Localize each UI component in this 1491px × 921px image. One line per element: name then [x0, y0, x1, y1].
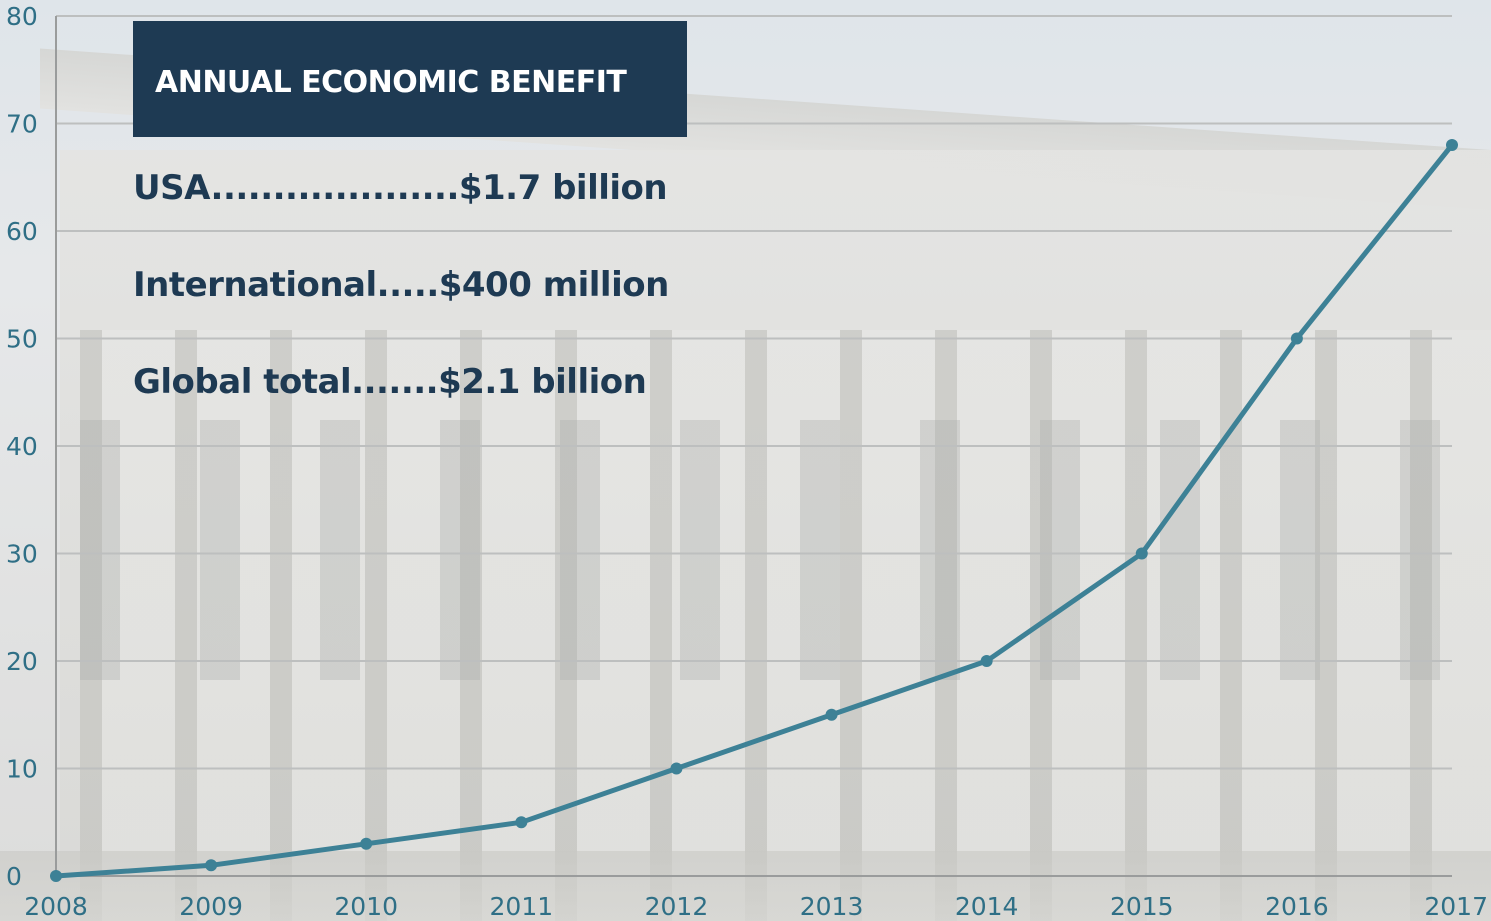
data-point — [1446, 139, 1458, 151]
y-tick-label: 70 — [6, 110, 38, 139]
x-tick-label: 2012 — [645, 892, 709, 921]
data-point — [360, 837, 373, 850]
data-point — [670, 762, 683, 775]
data-point — [205, 859, 218, 872]
benefit-usa: USA....................$1.7 billion — [133, 168, 668, 208]
y-tick-label: 60 — [6, 217, 38, 246]
y-tick-label: 10 — [6, 755, 38, 784]
x-tick-label: 2008 — [24, 892, 88, 921]
x-tick-labels: 2008 2009 2010 2011 2012 2013 2014 2015 2016 2017 — [24, 892, 1488, 921]
background-ground — [0, 851, 1491, 921]
y-tick-label: 40 — [6, 432, 38, 461]
y-tick-label: 80 — [6, 2, 38, 31]
benefit-global-total: Global total.......$2.1 billion — [133, 362, 647, 402]
data-point — [515, 816, 528, 829]
data-point — [1290, 332, 1303, 345]
y-tick-label: 30 — [6, 540, 38, 569]
benefit-international: International.....$400 million — [133, 265, 669, 305]
data-point — [980, 655, 993, 667]
x-tick-label: 2017 — [1424, 892, 1488, 921]
y-tick-labels: 0 10 20 30 40 50 60 70 80 — [6, 2, 38, 891]
x-tick-label: 2014 — [955, 892, 1019, 921]
data-points — [50, 139, 1458, 882]
x-tick-label: 2015 — [1110, 892, 1174, 921]
y-tick-label: 50 — [6, 325, 38, 354]
x-tick-label: 2009 — [179, 892, 243, 921]
x-tick-label: 2013 — [800, 892, 864, 921]
data-point — [50, 870, 62, 882]
x-tick-label: 2011 — [490, 892, 554, 921]
y-tick-label: 20 — [6, 647, 38, 676]
panel-title: ANNUAL ECONOMIC BENEFIT — [133, 21, 687, 137]
data-point — [1135, 547, 1148, 560]
background-windows — [80, 420, 1491, 680]
background-columns — [80, 330, 1491, 921]
x-tick-label: 2010 — [334, 892, 398, 921]
y-tick-label: 0 — [6, 862, 22, 891]
data-point — [825, 708, 838, 721]
series-line — [55, 143, 1454, 879]
x-tick-label: 2016 — [1265, 892, 1329, 921]
